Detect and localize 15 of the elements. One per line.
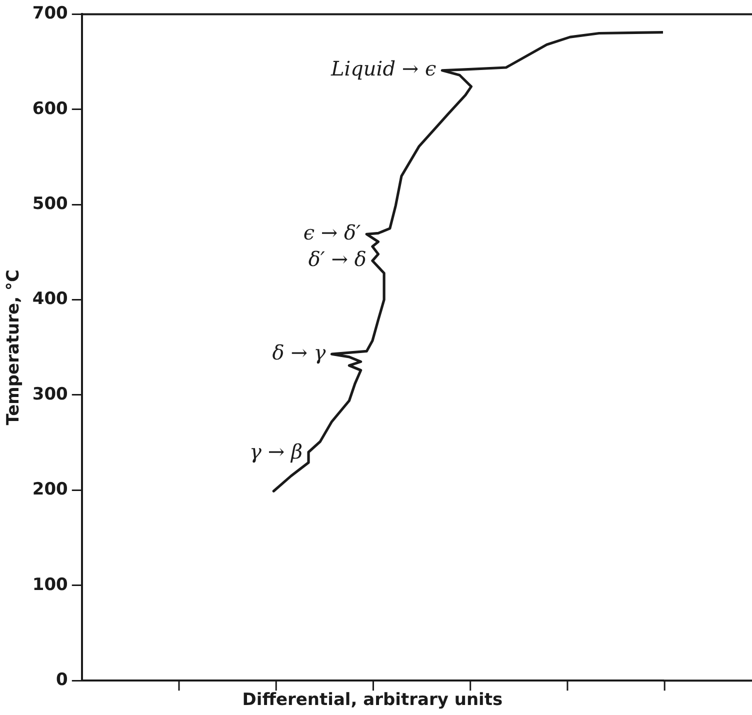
annotation: γ → β — [250, 439, 303, 464]
y-tick-label: 500 — [32, 194, 68, 214]
x-axis-title: Differential, arbitrary units — [242, 690, 503, 710]
annotation: δ → γ — [272, 340, 326, 364]
y-tick-label: 600 — [32, 98, 68, 119]
y-axis-title: Temperature, °C — [4, 270, 24, 426]
y-tick-label: 100 — [32, 574, 68, 595]
y-tick-label: 400 — [32, 289, 68, 310]
y-tick-label: 0 — [56, 670, 68, 690]
annotation: ϵ → δ′ — [303, 220, 362, 244]
y-tick-label: 700 — [32, 4, 68, 24]
annotation: Liquid → ϵ — [330, 56, 436, 81]
y-tick-label: 300 — [32, 384, 68, 404]
annotation: δ′ → δ — [308, 246, 366, 271]
y-tick-label: 200 — [32, 480, 68, 500]
